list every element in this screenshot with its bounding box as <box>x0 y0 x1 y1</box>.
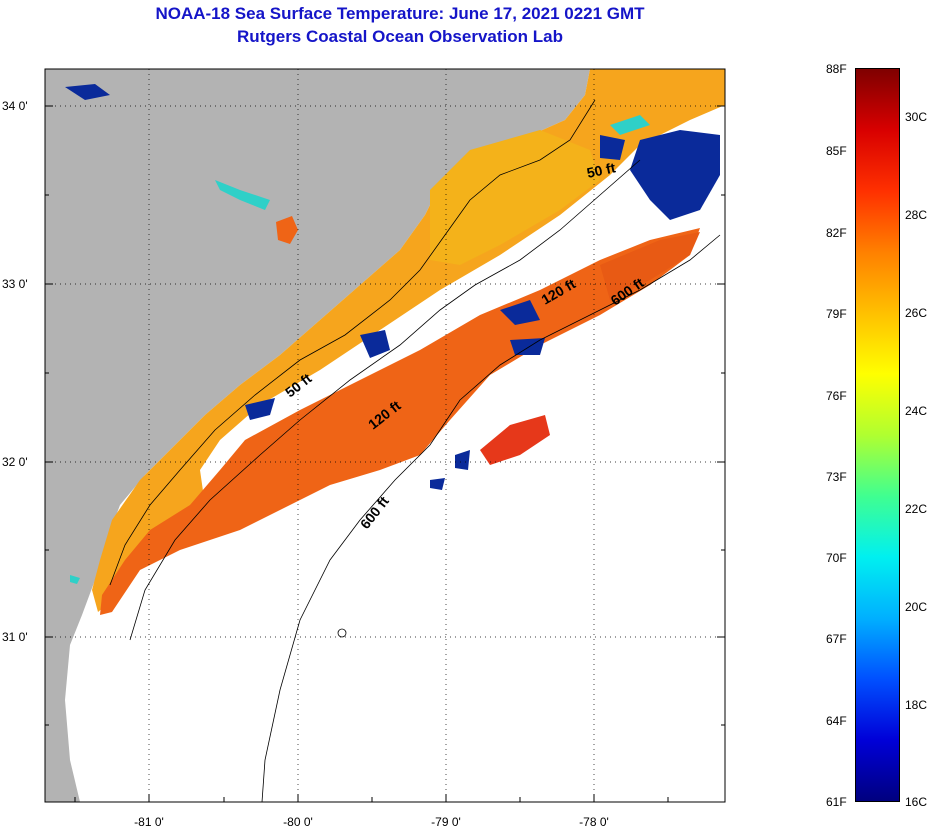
cb-c-26: 26C <box>905 306 928 320</box>
cb-c-30: 30C <box>905 110 928 124</box>
sst-cool-fringes <box>70 115 650 584</box>
cb-c-20: 20C <box>905 600 928 614</box>
cb-c-18: 18C <box>905 698 928 712</box>
title-line-2: Rutgers Coastal Ocean Observation Lab <box>237 27 563 46</box>
sst-cold-patches <box>65 84 720 490</box>
cb-f-70: 70F <box>826 551 847 565</box>
tick-marks <box>45 105 725 802</box>
cb-c-28: 28C <box>905 208 928 222</box>
cb-f-82: 82F <box>826 226 847 240</box>
sst-isolated-patch <box>276 216 298 244</box>
lat-label-31: 31 0' <box>2 630 28 644</box>
cb-f-61: 61F <box>826 795 847 809</box>
cb-f-73: 73F <box>826 470 847 484</box>
cb-c-24: 24C <box>905 404 928 418</box>
cb-f-79: 79F <box>826 307 847 321</box>
cb-f-67: 67F <box>826 632 847 646</box>
temperature-colorbar <box>855 68 900 802</box>
lat-label-33: 33 0' <box>2 277 28 291</box>
cb-f-85: 85F <box>826 144 847 158</box>
land-area <box>45 69 590 802</box>
sst-hot-patch-outer <box>480 415 550 465</box>
lon-label-81: -81 0' <box>134 815 164 829</box>
lon-label-78: -78 0' <box>579 815 609 829</box>
cb-c-16: 16C <box>905 795 928 809</box>
sst-hot-patch-north <box>600 232 700 300</box>
sst-hot-shelf-band <box>100 228 700 615</box>
cb-c-22: 22C <box>905 502 928 516</box>
title-line-1: NOAA-18 Sea Surface Temperature: June 17… <box>155 4 645 23</box>
sst-warm-inner-shelf <box>430 130 600 265</box>
cb-f-88: 88F <box>826 62 847 76</box>
lat-label-34: 34 0' <box>2 99 28 113</box>
lon-label-80: -80 0' <box>283 815 313 829</box>
graticule <box>45 69 725 802</box>
lon-label-79: -79 0' <box>431 815 461 829</box>
contour-label-50ft-north: 50 ft <box>585 159 617 181</box>
depth-contours <box>109 99 721 802</box>
cb-f-76: 76F <box>826 389 847 403</box>
lat-label-32: 32 0' <box>2 455 28 469</box>
map-frame <box>44 68 726 803</box>
cb-f-64: 64F <box>826 714 847 728</box>
